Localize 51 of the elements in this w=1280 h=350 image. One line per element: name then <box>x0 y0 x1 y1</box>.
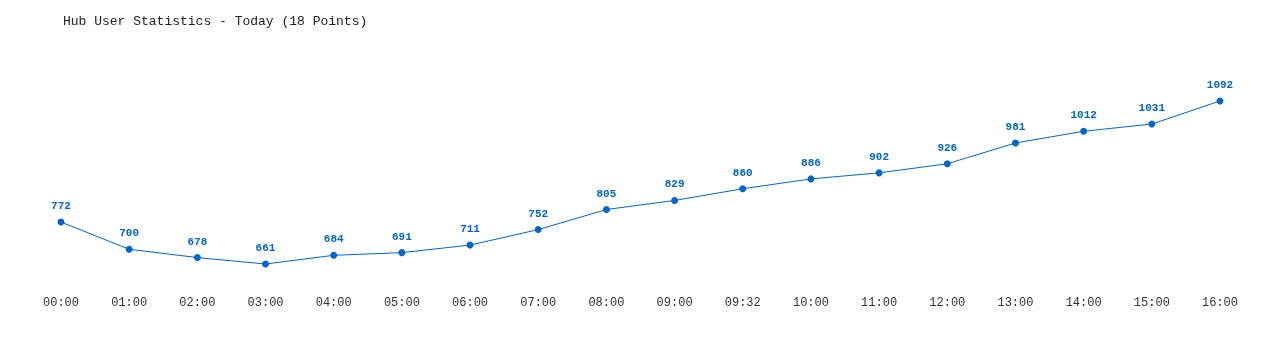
x-tick-label: 10:00 <box>792 296 829 310</box>
x-tick-label: 00:00 <box>42 296 80 310</box>
data-label: 711 <box>460 223 481 236</box>
data-label: 661 <box>255 242 276 254</box>
point <box>602 206 610 214</box>
data-label: 902 <box>869 150 890 163</box>
data-label: 691 <box>391 230 413 243</box>
x-tick-label: 08:00 <box>588 296 625 310</box>
x-tick-label: 13:00 <box>997 296 1034 310</box>
x-tick-label: 03:00 <box>247 296 284 310</box>
x-tick-label: 05:00 <box>383 296 420 310</box>
point <box>671 196 679 204</box>
data-label: 860 <box>732 166 753 179</box>
data-label: 1031 <box>1138 102 1166 115</box>
x-tick-label: 01:00 <box>111 296 148 310</box>
point <box>398 249 406 257</box>
x-tick-label: 15:00 <box>1133 296 1170 310</box>
point <box>875 169 883 177</box>
data-label: 684 <box>323 233 344 246</box>
x-tick-label: 04:00 <box>315 296 352 310</box>
data-label: 805 <box>596 187 617 200</box>
data-label: 1012 <box>1070 109 1097 122</box>
data-label: 981 <box>1005 120 1026 133</box>
chart-title: Hub User Statistics - Today (18 Points) <box>63 14 368 29</box>
x-tick-label: 11:00 <box>861 296 898 310</box>
point <box>193 254 201 262</box>
point <box>1011 139 1019 147</box>
data-label: 700 <box>119 227 140 240</box>
x-tick-label: 07:00 <box>520 296 557 310</box>
x-tick-label: 02:00 <box>179 296 216 310</box>
x-tick-label: 14:00 <box>1065 296 1102 310</box>
point <box>943 160 951 168</box>
x-tick-label: 16:00 <box>1201 296 1239 310</box>
data-label: 926 <box>937 141 958 154</box>
point <box>1148 120 1156 128</box>
point <box>262 260 270 268</box>
data-label: 678 <box>187 235 208 248</box>
point <box>125 245 133 253</box>
point <box>739 185 747 193</box>
data-label: 772 <box>51 200 71 213</box>
point <box>534 226 542 234</box>
data-label: 829 <box>664 178 685 191</box>
x-tick-label: 12:00 <box>929 296 966 310</box>
data-label: 752 <box>528 207 549 220</box>
data-label: 1092 <box>1206 79 1234 91</box>
x-tick-label: 09:32 <box>724 296 761 310</box>
data-label: 886 <box>801 156 821 169</box>
x-tick-label: 06:00 <box>452 296 489 310</box>
point <box>330 251 338 259</box>
point <box>1080 127 1088 135</box>
x-tick-label: 09:00 <box>656 296 693 310</box>
